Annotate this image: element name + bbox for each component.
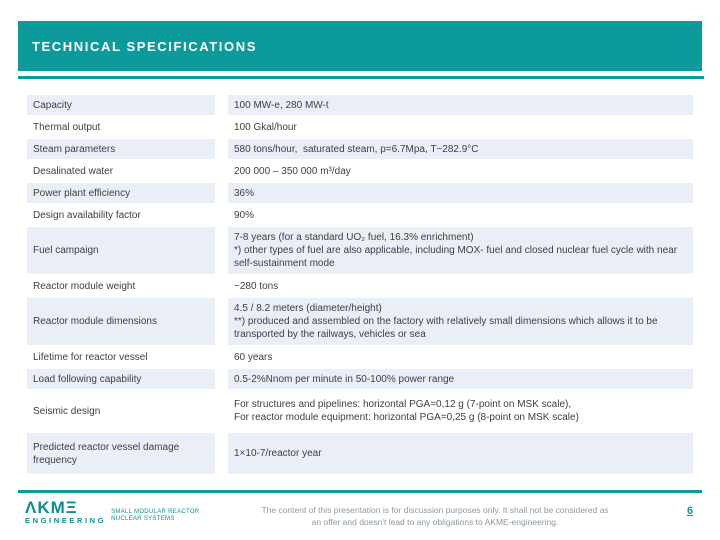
table-row: Fuel campaign 7-8 years (for a standard … bbox=[27, 227, 693, 274]
row-label: Fuel campaign bbox=[27, 227, 215, 274]
table-row: Thermal output 100 Gkal/hour bbox=[27, 117, 693, 137]
akme-logo: ΛKMΞ ENGINEERING SMALL MODULAR REACTOR N… bbox=[25, 499, 199, 525]
table-row: Capacity 100 MW-e, 280 MW-t bbox=[27, 95, 693, 115]
row-value: 200 000 – 350 000 m³/day bbox=[234, 165, 351, 177]
title-underline bbox=[18, 76, 704, 79]
table-row: Seismic design For structures and pipeli… bbox=[27, 391, 693, 431]
row-value: ~280 tons bbox=[234, 280, 279, 292]
row-label: Thermal output bbox=[33, 121, 101, 133]
page-title: TECHNICAL SPECIFICATIONS bbox=[32, 38, 257, 54]
footer-divider bbox=[18, 490, 702, 493]
title-bar: TECHNICAL SPECIFICATIONS bbox=[18, 21, 702, 71]
row-label: Reactor module weight bbox=[33, 280, 136, 292]
table-row: Power plant efficiency 36% bbox=[27, 183, 693, 203]
row-value: 36% bbox=[228, 183, 693, 203]
row-value: 580 tons/hour, saturated steam, p=6.7Mpa… bbox=[228, 139, 693, 159]
row-label: Power plant efficiency bbox=[27, 183, 215, 203]
table-row: Lifetime for reactor vessel 60 years bbox=[27, 347, 693, 367]
akme-engineering-label: ENGINEERING bbox=[25, 516, 107, 525]
row-label: Reactor module dimensions bbox=[27, 298, 215, 345]
row-label: Load following capability bbox=[27, 369, 215, 389]
akme-logo-left: ΛKMΞ ENGINEERING bbox=[25, 499, 106, 525]
row-label: Steam parameters bbox=[27, 139, 215, 159]
row-value: For structures and pipelines: horizontal… bbox=[234, 399, 579, 423]
page-number: 6 bbox=[686, 505, 694, 517]
table-row: Load following capability 0.5-2%Nnom per… bbox=[27, 369, 693, 389]
table-row: Reactor module dimensions 4.5 / 8.2 mete… bbox=[27, 298, 693, 345]
row-label: Desalinated water bbox=[33, 165, 114, 177]
row-label: Predicted reactor vessel damage frequenc… bbox=[27, 433, 215, 474]
row-value: 7-8 years (for a standard UO₂ fuel, 16.3… bbox=[228, 227, 693, 274]
table-row: Desalinated water 200 000 – 350 000 m³/d… bbox=[27, 161, 693, 181]
row-label: Design availability factor bbox=[33, 209, 141, 221]
row-value: 100 MW-e, 280 MW-t bbox=[228, 95, 693, 115]
akme-tagline: SMALL MODULAR REACTOR NUCLEAR SYSTEMS bbox=[111, 509, 200, 522]
table-row: Design availability factor 90% bbox=[27, 205, 693, 225]
row-value: 4.5 / 8.2 meters (diameter/height) **) p… bbox=[228, 298, 693, 345]
row-label: Seismic design bbox=[33, 405, 101, 417]
akme-wordmark: ΛKMΞ bbox=[25, 498, 78, 517]
table-row: Reactor module weight ~280 tons bbox=[27, 276, 693, 296]
row-value: 0.5-2%Nnom per minute in 50-100% power r… bbox=[228, 369, 693, 389]
table-row: Steam parameters 580 tons/hour, saturate… bbox=[27, 139, 693, 159]
row-value: 1×10-7/reactor year bbox=[228, 433, 693, 474]
row-value: 100 Gkal/hour bbox=[234, 121, 297, 133]
row-label: Capacity bbox=[27, 95, 215, 115]
row-label: Lifetime for reactor vessel bbox=[33, 351, 148, 363]
row-value: 60 years bbox=[234, 351, 273, 363]
specifications-table: Capacity 100 MW-e, 280 MW-t Thermal outp… bbox=[27, 95, 693, 476]
row-value: 90% bbox=[234, 209, 255, 221]
table-row: Predicted reactor vessel damage frequenc… bbox=[27, 433, 693, 474]
footer-disclaimer: The content of this presentation is for … bbox=[261, 505, 609, 527]
